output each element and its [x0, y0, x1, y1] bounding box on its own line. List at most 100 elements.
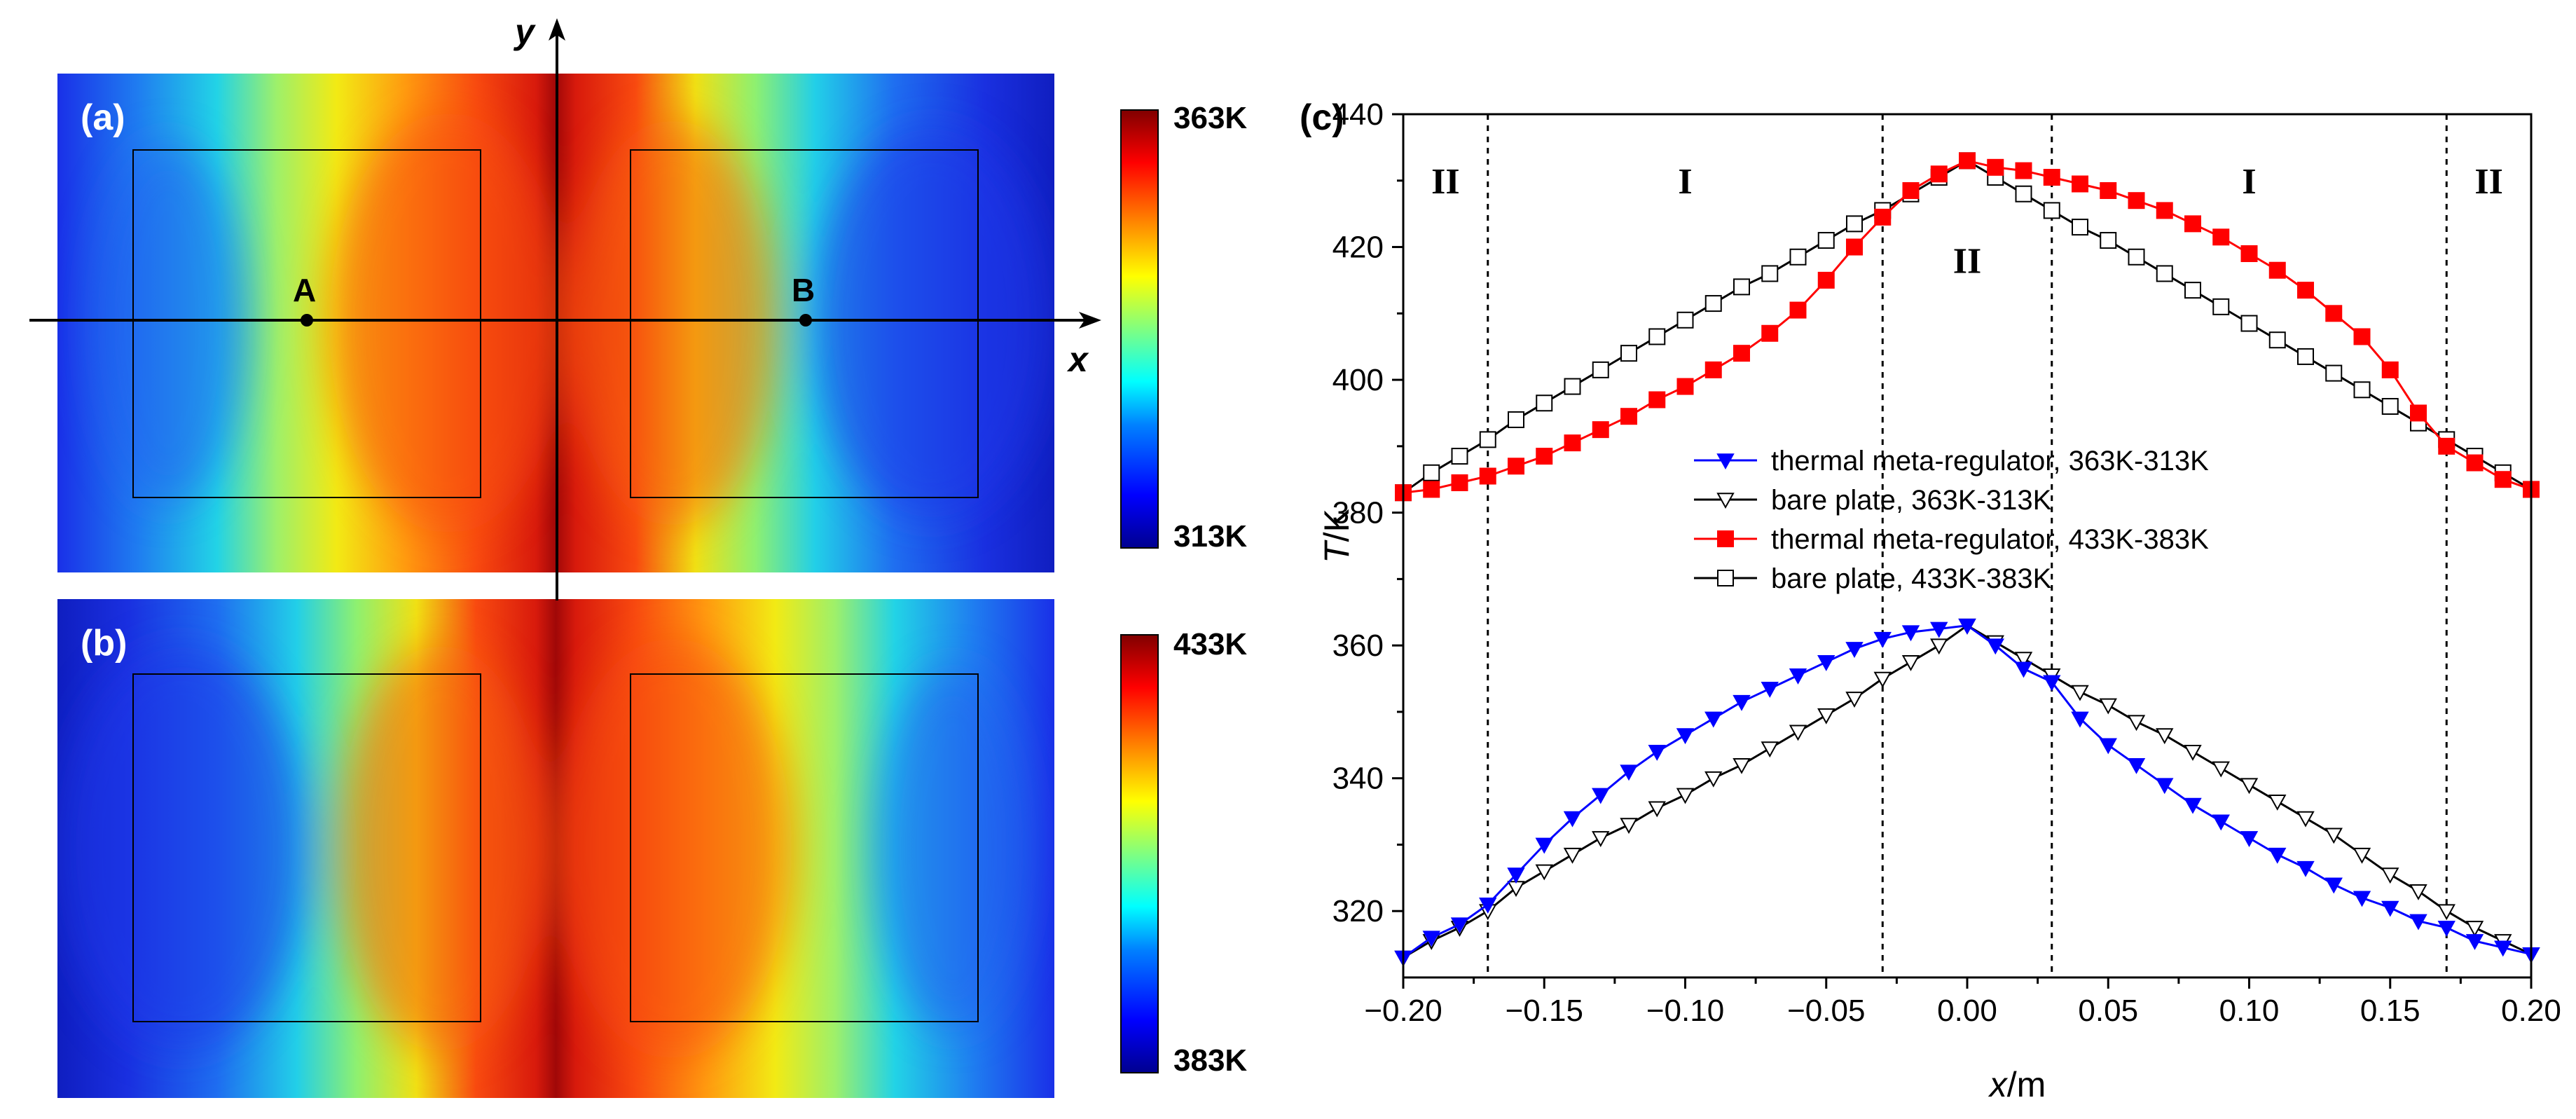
y-tick-label-6: 440 — [1332, 97, 1384, 132]
series-3-point-8 — [1620, 345, 1637, 362]
series-0-point-13 — [1761, 681, 1779, 698]
series-0-point-25 — [2099, 738, 2117, 755]
x-tick-label-2: −0.10 — [1646, 994, 1724, 1028]
series-2-point-29 — [2212, 228, 2230, 246]
legend-marker-2 — [1717, 530, 1734, 547]
series-0-point-9 — [1648, 744, 1666, 761]
series-1-point-9 — [1648, 801, 1666, 818]
series-0-point-35 — [2381, 900, 2399, 917]
chart-legend: thermal meta-regulator, 363K-313K bare pl… — [1694, 446, 2209, 594]
series-3-point-2 — [1451, 448, 1468, 465]
colorbar-a-gradient — [1120, 109, 1159, 549]
colorbar-a: 363K 313K — [1120, 101, 1247, 554]
series-0-point-16 — [1845, 642, 1864, 658]
series-0-point-31 — [2268, 847, 2287, 864]
series-3-point-28 — [2184, 282, 2201, 299]
series-0-point-15 — [1817, 655, 1835, 671]
point-a-label: A — [293, 272, 316, 308]
legend-label-1: bare plate, 363K-313K — [1771, 485, 2052, 516]
series-1-point-30 — [2240, 778, 2259, 795]
panel-a-warm-bulge-right — [567, 120, 778, 526]
series-1-point-6 — [1563, 847, 1582, 864]
legend-label-3: bare plate, 433K-383K — [1771, 563, 2052, 594]
x-tick-label-7: 0.15 — [2360, 994, 2420, 1028]
y-axis-arrow-icon — [549, 18, 565, 41]
series-0-point-10 — [1676, 728, 1695, 745]
series-2-point-21 — [1987, 158, 2004, 176]
series-0-point-28 — [2184, 797, 2202, 814]
chart-c: (c) −0.20 −0.15 −0.10 −0.05 0.00 0.05 0.10 0.15… — [1300, 97, 2561, 1104]
series-0-point-23 — [2043, 675, 2061, 692]
panel-ab-axes: y x A B — [29, 12, 1101, 600]
series-0-point-5 — [1535, 837, 1553, 854]
x-axis-arrow-icon — [1079, 312, 1101, 329]
series-1-point-24 — [2071, 685, 2089, 701]
series-0-point-21 — [1986, 638, 2004, 655]
series-0-point-12 — [1733, 694, 1751, 711]
series-0-point-36 — [2409, 914, 2427, 931]
x-tick-label-6: 0.10 — [2219, 994, 2280, 1028]
series-2-point-23 — [2043, 169, 2060, 186]
series-0-point-39 — [2494, 940, 2512, 957]
series-3-point-32 — [2297, 348, 2314, 365]
series-2-point-12 — [1733, 345, 1750, 362]
y-tick-label-3: 380 — [1332, 496, 1384, 530]
x-axis-label: x — [1066, 340, 1089, 379]
panel-b-warm-bulge-left — [336, 645, 546, 1052]
series-3-point-1 — [1423, 464, 1440, 481]
series-0-point-1 — [1422, 931, 1440, 947]
series-2-point-34 — [2353, 328, 2371, 345]
series-3-point-6 — [1564, 378, 1581, 395]
series-2-point-3 — [1479, 467, 1496, 485]
series-1-point-36 — [2409, 884, 2427, 900]
chart-x-ticks: −0.20 −0.15 −0.10 −0.05 0.00 0.05 0.10 0.15 0.20 — [1364, 977, 2561, 1028]
panel-b-cool-bulge-left — [57, 645, 308, 1052]
legend-marker-1 — [1716, 493, 1735, 509]
chart-y-axis-unit: /K — [1317, 509, 1356, 542]
series-0-point-27 — [2156, 778, 2174, 795]
panel-a-cool-bulge-left — [91, 141, 245, 505]
x-tick-label-1: −0.15 — [1506, 994, 1583, 1028]
series-3-point-24 — [2072, 219, 2088, 236]
series-1-point-34 — [2353, 847, 2371, 864]
series-0-point-4 — [1507, 867, 1525, 884]
series-1-line — [1403, 624, 2532, 959]
series-3-point-30 — [2240, 315, 2258, 332]
series-3-point-31 — [2268, 331, 2286, 349]
point-b-marker — [799, 314, 812, 327]
series-1-point-29 — [2212, 761, 2230, 778]
series-1-point-38 — [2465, 921, 2484, 937]
panel-a-region-left — [132, 149, 481, 498]
series-0-line — [1403, 624, 2532, 959]
series-3-point-25 — [2100, 232, 2117, 249]
series-1-point-25 — [2099, 698, 2117, 715]
panel-b-field: (b) — [57, 599, 1054, 1098]
region-label-0: II — [1431, 162, 1459, 202]
legend-marker-0 — [1716, 453, 1735, 470]
series-2-point-11 — [1704, 361, 1722, 378]
chart-dividers — [1487, 114, 2448, 977]
series-0-point-29 — [2212, 814, 2230, 831]
y-tick-label-1: 340 — [1332, 762, 1384, 796]
series-2-point-19 — [1930, 165, 1948, 183]
point-a-marker — [301, 314, 313, 327]
series-2-point-38 — [2466, 454, 2484, 472]
series-1-point-35 — [2381, 867, 2399, 884]
series-2-point-22 — [2015, 162, 2032, 179]
panel-b-region-right — [630, 673, 979, 1022]
colorbar-a-max-label: 363K — [1173, 101, 1247, 135]
y-tick-label-0: 320 — [1332, 894, 1384, 928]
series-1-point-28 — [2184, 744, 2202, 761]
series-2-point-10 — [1676, 378, 1694, 395]
series-1-point-22 — [2014, 652, 2033, 668]
x-tick-label-5: 0.05 — [2078, 994, 2138, 1028]
series-0-point-32 — [2296, 860, 2315, 877]
series-2-point-39 — [2494, 471, 2512, 488]
series-1-point-37 — [2437, 904, 2456, 921]
series-3-point-11 — [1704, 295, 1722, 313]
series-2-point-18 — [1902, 181, 1920, 199]
series-2-point-30 — [2240, 245, 2258, 263]
series-3-point-33 — [2325, 364, 2343, 382]
